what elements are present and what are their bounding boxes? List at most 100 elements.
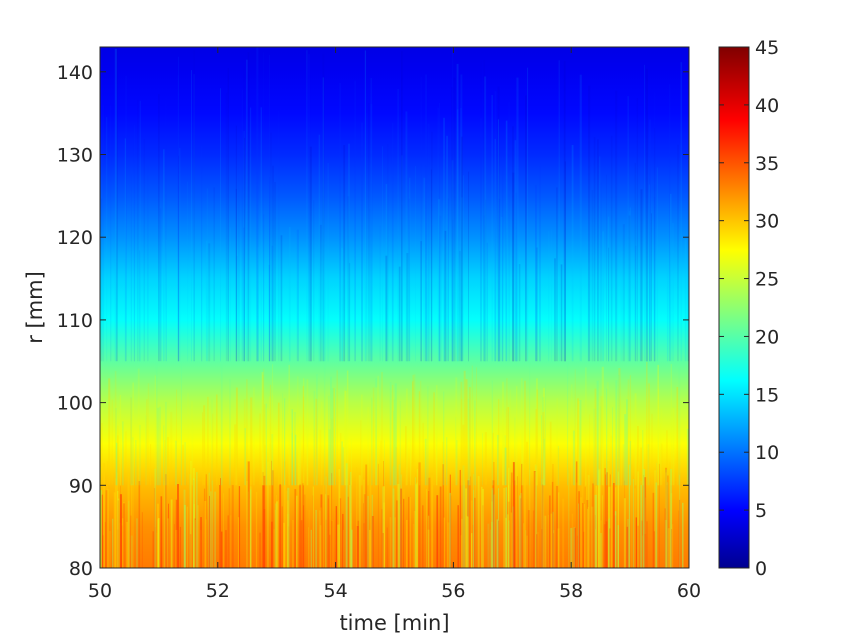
heatmap-streak bbox=[497, 434, 499, 486]
heatmap-streak bbox=[627, 96, 629, 362]
heatmap-streak bbox=[498, 399, 500, 486]
heatmap-streak bbox=[505, 487, 508, 568]
heatmap-streak bbox=[428, 477, 431, 568]
heatmap-streak bbox=[112, 518, 114, 568]
heatmap-streak bbox=[389, 382, 392, 486]
heatmap-streak bbox=[564, 161, 566, 362]
x-tick-label: 50 bbox=[88, 580, 112, 602]
heatmap-streak bbox=[600, 520, 603, 568]
heatmap-streak bbox=[174, 524, 175, 568]
heatmap-streak bbox=[617, 471, 619, 568]
heatmap-streak bbox=[606, 472, 608, 568]
heatmap-streak bbox=[342, 248, 344, 362]
heatmap-streak bbox=[655, 482, 658, 568]
heatmap-streak bbox=[644, 64, 646, 362]
heatmap-streak bbox=[431, 475, 434, 568]
heatmap-streak bbox=[288, 364, 290, 486]
heatmap-streak bbox=[176, 389, 178, 486]
heatmap-streak bbox=[408, 496, 410, 568]
heatmap-streak bbox=[348, 143, 350, 362]
heatmap-streak bbox=[666, 482, 669, 568]
heatmap-streaks bbox=[100, 47, 689, 568]
heatmap-streak bbox=[643, 469, 646, 568]
heatmap-streak bbox=[207, 396, 209, 486]
heatmap-streak bbox=[536, 534, 538, 568]
heatmap-streak bbox=[312, 486, 314, 568]
heatmap-streak bbox=[516, 77, 519, 362]
heatmap-streak bbox=[548, 230, 550, 362]
heatmap-streak bbox=[276, 495, 277, 568]
heatmap-streak bbox=[567, 363, 569, 486]
heatmap-streak bbox=[498, 488, 499, 568]
heatmap-streak bbox=[100, 466, 102, 568]
heatmap-streak bbox=[333, 388, 335, 486]
heatmap-streak bbox=[126, 521, 128, 568]
heatmap-streak bbox=[133, 125, 135, 362]
heatmap-streak bbox=[571, 145, 574, 362]
heatmap-streak bbox=[106, 117, 108, 362]
heatmap-streak bbox=[622, 444, 625, 486]
heatmap-streak bbox=[492, 494, 495, 568]
heatmap-streak bbox=[244, 428, 247, 486]
heatmap-streak bbox=[496, 519, 499, 568]
heatmap-streak bbox=[369, 529, 371, 568]
heatmap-streak bbox=[130, 515, 132, 568]
heatmap-streak bbox=[342, 513, 344, 568]
heatmap-streak bbox=[338, 476, 341, 568]
heatmap-streak bbox=[347, 196, 350, 362]
heatmap-streak bbox=[263, 214, 265, 362]
heatmap-streak bbox=[428, 491, 430, 568]
heatmap-streak bbox=[670, 493, 673, 568]
heatmap-streak bbox=[288, 227, 291, 362]
heatmap-streak bbox=[292, 520, 294, 568]
heatmap-streak bbox=[536, 378, 538, 486]
heatmap-streak bbox=[231, 485, 234, 568]
heatmap-streak bbox=[449, 492, 451, 568]
heatmap-streak bbox=[476, 367, 477, 486]
heatmap-streak bbox=[460, 74, 463, 362]
heatmap-streak bbox=[461, 518, 463, 568]
heatmap-streak bbox=[302, 385, 304, 486]
y-tick-label: 140 bbox=[57, 62, 93, 84]
heatmap-streak bbox=[392, 385, 394, 486]
heatmap-streak bbox=[246, 59, 248, 362]
heatmap-streak bbox=[127, 473, 130, 568]
heatmap-streak bbox=[519, 495, 521, 568]
heatmap-streak bbox=[464, 481, 466, 568]
heatmap-streak bbox=[350, 470, 353, 568]
heatmap-streak bbox=[620, 446, 622, 486]
heatmap-streak bbox=[671, 529, 673, 568]
heatmap-streak bbox=[392, 494, 395, 568]
heatmap-streak bbox=[442, 464, 444, 568]
heatmap-streak bbox=[263, 52, 264, 362]
heatmap-streak bbox=[270, 132, 272, 362]
heatmap-streak bbox=[558, 492, 560, 568]
heatmap-streak bbox=[578, 503, 579, 568]
heatmap-streak bbox=[505, 120, 508, 362]
heatmap-streak bbox=[415, 484, 418, 568]
heatmap-streak bbox=[666, 261, 669, 362]
heatmap-streak bbox=[262, 433, 265, 486]
heatmap-streak bbox=[549, 495, 551, 568]
heatmap-streak bbox=[658, 388, 660, 486]
heatmap-streak bbox=[473, 490, 475, 568]
heatmap-streak bbox=[225, 92, 228, 362]
heatmap-streak bbox=[494, 138, 496, 362]
heatmap-streak bbox=[214, 491, 216, 568]
heatmap-streak bbox=[526, 535, 528, 568]
heatmap-streak bbox=[648, 383, 650, 486]
heatmap-streak bbox=[466, 486, 468, 568]
heatmap-streak bbox=[282, 393, 284, 486]
heatmap-streak bbox=[487, 523, 490, 568]
heatmap-streak bbox=[122, 518, 124, 568]
heatmap-streak bbox=[157, 518, 160, 568]
colorbar-tick-label: 10 bbox=[755, 442, 779, 464]
heatmap-streak bbox=[491, 488, 494, 568]
heatmap-streak bbox=[246, 481, 249, 568]
heatmap-streak bbox=[210, 491, 212, 568]
heatmap-streak bbox=[581, 467, 583, 568]
heatmap-streak bbox=[618, 375, 620, 486]
heatmap-streak bbox=[400, 488, 402, 568]
heatmap-streak bbox=[571, 513, 574, 568]
heatmap-streak bbox=[286, 490, 288, 568]
